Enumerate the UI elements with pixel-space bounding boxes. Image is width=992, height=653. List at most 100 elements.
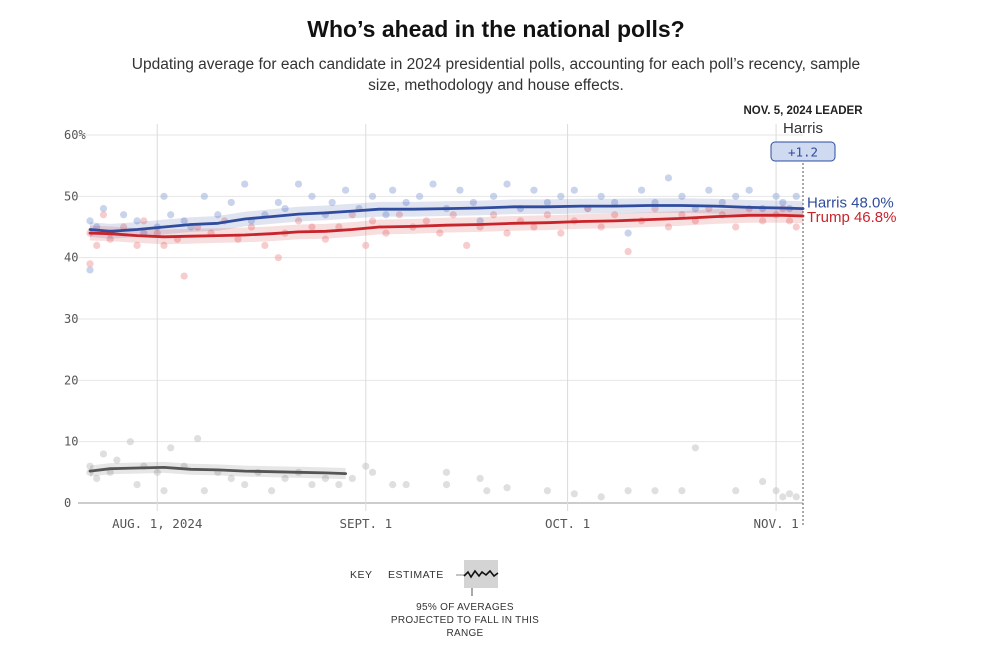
x-tick-label: OCT. 1 bbox=[545, 516, 590, 531]
poll-dot-trump bbox=[732, 223, 740, 231]
poll-dot-harris bbox=[227, 198, 235, 207]
poll-dot-other bbox=[113, 456, 121, 464]
poll-dot-harris bbox=[342, 186, 350, 194]
poll-dot-harris bbox=[597, 192, 605, 200]
poll-dot-trump bbox=[611, 211, 619, 219]
poll-dot-other bbox=[99, 450, 108, 458]
leader-box: NOV. 5, 2024 LEADER Harris +1.2 bbox=[743, 105, 863, 162]
poll-dot-trump bbox=[503, 229, 511, 237]
leader-margin: +1.2 bbox=[788, 145, 818, 160]
poll-dot-harris bbox=[664, 174, 673, 182]
poll-dot-other bbox=[200, 487, 208, 495]
poll-dot-other bbox=[785, 490, 794, 498]
poll-dot-trump bbox=[247, 223, 256, 231]
poll-dot-harris bbox=[503, 180, 511, 188]
y-tick-label: 0 bbox=[64, 496, 71, 510]
poll-dot-other bbox=[93, 474, 101, 483]
poll-dot-other bbox=[368, 468, 377, 476]
poll-dot-harris bbox=[705, 186, 713, 194]
poll-dot-trump bbox=[449, 211, 457, 219]
poll-dot-harris bbox=[389, 186, 397, 194]
poll-dot-other bbox=[779, 493, 787, 501]
poll-dot-trump bbox=[792, 223, 800, 231]
poll-dot-trump bbox=[463, 241, 471, 249]
poll-dot-other bbox=[483, 487, 491, 495]
poll-dot-trump bbox=[308, 223, 316, 231]
poll-dot-other bbox=[570, 490, 578, 498]
poll-dot-trump bbox=[382, 229, 390, 237]
poll-dot-trump bbox=[321, 235, 330, 243]
poll-dot-harris bbox=[543, 198, 551, 207]
poll-dot-trump bbox=[678, 211, 686, 219]
poll-dot-other bbox=[167, 444, 175, 452]
poll-dot-trump bbox=[99, 211, 108, 219]
poll-dot-harris bbox=[570, 186, 578, 194]
y-tick-label: 40 bbox=[64, 251, 78, 265]
leader-margin-box bbox=[770, 141, 836, 162]
poll-dot-trump bbox=[543, 211, 551, 219]
series-end-label-trump: Trump 46.8% bbox=[807, 209, 896, 226]
poll-dot-other bbox=[476, 474, 484, 483]
poll-dot-harris bbox=[456, 186, 464, 194]
poll-dot-harris bbox=[120, 211, 128, 219]
poll-dot-harris bbox=[328, 198, 336, 207]
poll-dot-trump bbox=[368, 217, 377, 225]
poll-dot-harris bbox=[732, 192, 740, 200]
poll-dot-other bbox=[732, 487, 740, 495]
poll-dot-other bbox=[543, 487, 551, 495]
poll-dot-other bbox=[160, 487, 168, 495]
poll-dot-trump bbox=[106, 235, 114, 243]
y-tick-label: 50 bbox=[64, 189, 78, 203]
poll-dot-harris bbox=[214, 211, 222, 219]
poll-dot-trump bbox=[153, 229, 161, 237]
leader-name: Harris bbox=[783, 120, 823, 137]
poll-dot-harris bbox=[429, 180, 437, 188]
poll-dot-trump bbox=[759, 217, 767, 225]
poll-dot-trump bbox=[180, 272, 188, 280]
key-label: KEY bbox=[350, 569, 373, 581]
key-estimate-line bbox=[463, 569, 499, 579]
grid-layer: 60% 50 40 30 20 10 0 AUG. 1, 2024 SEPT. 1 OCT. 1 N… bbox=[64, 124, 804, 531]
series-end-label-harris: Harris 48.0% bbox=[807, 195, 894, 212]
poll-dot-trump bbox=[335, 223, 343, 231]
poll-dot-harris bbox=[294, 180, 303, 188]
chart-subtitle: Updating average for each candidate in 2… bbox=[131, 56, 861, 94]
poll-dot-harris bbox=[489, 192, 498, 200]
poll-dot-harris bbox=[86, 266, 94, 274]
poll-dot-harris bbox=[772, 192, 780, 200]
poll-dot-other bbox=[442, 481, 451, 489]
poll-dot-trump bbox=[234, 235, 242, 243]
average-line-trump bbox=[88, 213, 805, 239]
poll-dot-harris bbox=[792, 192, 800, 200]
x-tick-label: AUG. 1, 2024 bbox=[112, 516, 202, 531]
poll-dot-harris bbox=[718, 198, 726, 207]
average-lines-layer bbox=[88, 204, 805, 475]
poll-dot-harris bbox=[611, 198, 619, 207]
poll-dot-harris bbox=[133, 217, 141, 225]
poll-dot-harris bbox=[678, 192, 686, 200]
poll-dot-harris bbox=[779, 198, 787, 207]
labels-layer: Harris 48.0%Trump 46.8% bbox=[807, 195, 896, 226]
poll-dot-harris bbox=[241, 180, 249, 188]
poll-dot-other bbox=[348, 474, 356, 483]
average-line-other bbox=[88, 466, 347, 475]
poll-dot-other bbox=[651, 487, 659, 495]
poll-dot-trump bbox=[436, 229, 444, 237]
poll-dot-harris bbox=[530, 186, 538, 194]
poll-dot-other bbox=[759, 477, 767, 486]
poll-dot-trump bbox=[362, 241, 370, 249]
poll-dot-other bbox=[772, 487, 780, 495]
poll-dot-other bbox=[308, 481, 316, 489]
poll-dot-trump bbox=[395, 211, 404, 219]
y-tick-label: 30 bbox=[64, 312, 78, 326]
poll-dot-harris bbox=[281, 205, 289, 213]
poll-dot-harris bbox=[86, 217, 94, 225]
poll-dot-trump bbox=[160, 241, 168, 249]
y-tick-label: 60% bbox=[64, 128, 86, 142]
leader-heading: NOV. 5, 2024 LEADER bbox=[743, 105, 863, 117]
poll-dot-trump bbox=[785, 217, 794, 225]
poll-dot-other bbox=[335, 481, 343, 489]
x-tick-label: SEPT. 1 bbox=[339, 516, 392, 531]
poll-dot-other bbox=[597, 493, 605, 501]
